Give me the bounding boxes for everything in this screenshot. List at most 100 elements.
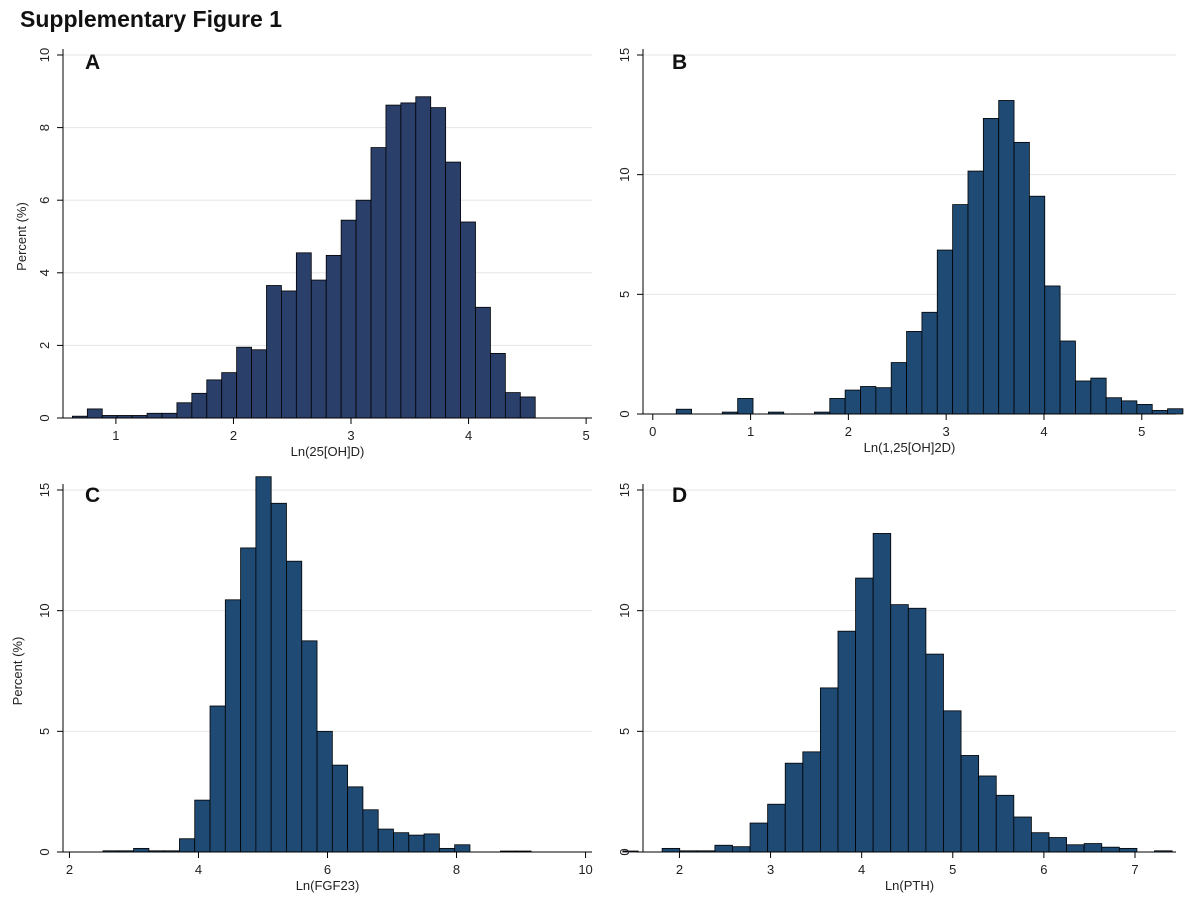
histogram-bar: [385, 104, 402, 419]
histogram-bar: [355, 199, 372, 419]
x-tick-label: 2: [230, 428, 237, 443]
histogram-bar: [86, 408, 103, 419]
histogram-bar: [206, 379, 223, 419]
histogram-bar: [519, 396, 536, 419]
histogram-bar: [266, 285, 282, 419]
histogram-bar: [802, 751, 821, 853]
panel-c: 2 4 6 8 10 0 5 10 15 Ln(FGF23) Percent (%) C: [10, 476, 639, 893]
histogram-bar: [430, 107, 447, 419]
histogram-bar: [445, 161, 461, 419]
histogram-bar: [1090, 377, 1107, 415]
histogram-bar: [251, 349, 267, 419]
y-tick-label: 5: [617, 291, 632, 298]
y-tick-label: 10: [37, 603, 52, 617]
x-axis-title: Ln(FGF23): [296, 878, 360, 893]
y-tick-label: 5: [37, 728, 52, 735]
histogram-bar: [1059, 340, 1076, 415]
histogram-bar: [475, 306, 491, 419]
histogram-bar: [1151, 410, 1168, 415]
histogram-bar: [890, 604, 909, 853]
x-tick-label: 1: [747, 424, 754, 439]
histogram-bar: [209, 705, 226, 853]
histogram-bar: [1101, 846, 1120, 853]
bar-group: [661, 533, 1173, 853]
x-tick-label: 5: [949, 862, 956, 877]
y-axis-title: Percent (%): [14, 202, 29, 271]
y-tick-label: 6: [37, 197, 52, 204]
panel-d: 2 3 4 5 6 7 0 5 10 15 Ln(PTH) D: [617, 483, 1176, 893]
histogram-bar: [1167, 408, 1184, 415]
x-tick-label: 2: [676, 862, 683, 877]
x-tick-label: 5: [583, 428, 590, 443]
y-tick-label: 2: [37, 342, 52, 349]
histogram-bar: [1066, 844, 1085, 853]
histogram-bar: [146, 412, 163, 419]
histogram-bar: [967, 170, 984, 415]
histogram-bar: [907, 607, 927, 853]
histogram-bar: [316, 730, 333, 853]
histogram-bar: [325, 254, 342, 419]
histogram-bar: [194, 799, 211, 853]
x-tick-label: 6: [324, 862, 331, 877]
histogram-bar: [875, 387, 892, 415]
y-tick-label: 15: [617, 483, 632, 497]
histogram-bar: [408, 834, 425, 853]
histogram-bar: [860, 386, 877, 415]
y-tick-label: 0: [617, 848, 632, 855]
histogram-bar: [270, 502, 287, 853]
bar-group: [675, 100, 1184, 415]
histogram-bar: [331, 764, 349, 853]
bar-group: [72, 96, 536, 419]
histogram-bar: [995, 794, 1015, 853]
histogram-bar: [925, 653, 944, 853]
histogram-bar: [240, 547, 257, 853]
histogram-bar: [161, 412, 178, 419]
histogram-bar: [1136, 404, 1153, 415]
histogram-bar: [179, 838, 196, 853]
histogram-bar: [415, 96, 432, 419]
histogram-bar: [504, 392, 521, 419]
histogram-bar: [393, 832, 410, 853]
x-tick-label: 4: [1040, 424, 1047, 439]
histogram-bar: [1013, 141, 1030, 415]
histogram-bar: [310, 279, 327, 419]
panel-label: C: [85, 484, 100, 507]
histogram-bar: [1031, 832, 1050, 853]
x-axis-title: Ln(1,25[OH]2D): [864, 440, 956, 455]
histogram-bar: [732, 846, 751, 853]
histogram-bar: [221, 372, 238, 419]
histogram-bar: [460, 221, 476, 419]
histogram-bar: [1121, 400, 1138, 415]
y-axis-title: Percent (%): [10, 637, 25, 706]
histogram-bar: [784, 762, 804, 853]
histogram-bar: [370, 147, 387, 419]
histogram-bar: [454, 844, 471, 853]
y-tick-label: 0: [37, 414, 52, 421]
histogram-bar: [438, 847, 456, 853]
histogram-bar: [819, 687, 839, 853]
panel-label: D: [672, 484, 687, 507]
y-tick-label: 0: [37, 848, 52, 855]
histogram-bar: [906, 331, 923, 415]
histogram-bar: [982, 118, 1000, 415]
x-tick-label: 6: [1040, 862, 1047, 877]
histogram-bar: [133, 847, 150, 853]
x-tick-label: 4: [858, 862, 865, 877]
histogram-bar: [347, 786, 364, 853]
x-tick-label: 2: [845, 424, 852, 439]
panel-a: 1 2 3 4 5 0 2 4 6 8 10 Ln(25[OH]D) Percent (%) A: [14, 48, 592, 459]
x-tick-label: 3: [943, 424, 950, 439]
histogram-bar: [236, 346, 252, 419]
bar-group: [102, 476, 639, 853]
x-axis-title: Ln(PTH): [885, 878, 934, 893]
x-axis-title: Ln(25[OH]D): [291, 444, 365, 459]
histogram-bar: [837, 630, 856, 853]
histogram-bar: [1083, 843, 1103, 853]
histogram-bar: [255, 476, 272, 853]
histogram-bar: [286, 560, 303, 853]
histogram-bar: [490, 352, 506, 419]
x-tick-label: 5: [1138, 424, 1145, 439]
histogram-bar: [978, 775, 997, 853]
histogram-bar: [224, 599, 242, 853]
